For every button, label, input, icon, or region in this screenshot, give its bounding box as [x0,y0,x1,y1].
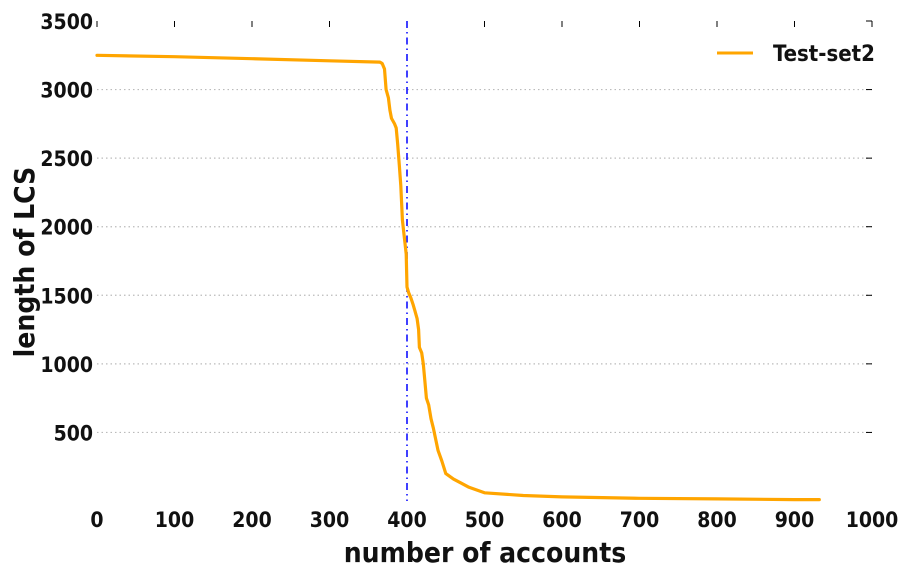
series-line [95,53,821,502]
legend-label: Test-set2 [773,42,875,67]
y-tick-label: 1500 [40,284,93,308]
x-tick-label: 300 [310,508,349,532]
series-layer [95,53,821,502]
y-tick-label: 2500 [40,147,93,171]
x-tick-label: 500 [465,508,504,532]
y-axis-title: length of LCS [8,167,41,358]
x-tick-label: 1000 [846,508,899,532]
x-tick-label: 700 [620,508,659,532]
x-tick-label: 900 [775,508,814,532]
legend: Test-set2 [717,42,875,67]
y-tick-labels: 500 1000 1500 2000 2500 3000 3500 [40,10,93,445]
y-tick-label: 2000 [40,216,93,240]
x-tick-label: 100 [155,508,194,532]
x-tick-label: 800 [697,508,736,532]
x-tick-label: 200 [232,508,271,532]
y-tick-label: 3000 [40,79,93,103]
y-tick-label: 3500 [40,10,93,34]
y-tick-label: 1000 [40,353,93,377]
y-gridlines [97,88,872,434]
x-tick-label: 400 [387,508,426,532]
x-tick-labels: 0 100 200 300 400 500 600 700 800 900 1000 [90,508,898,532]
x-tick-label: 0 [90,508,103,532]
y-tick-label: 500 [54,421,93,445]
x-axis-title: number of accounts [344,536,627,569]
x-tick-label: 600 [542,508,581,532]
